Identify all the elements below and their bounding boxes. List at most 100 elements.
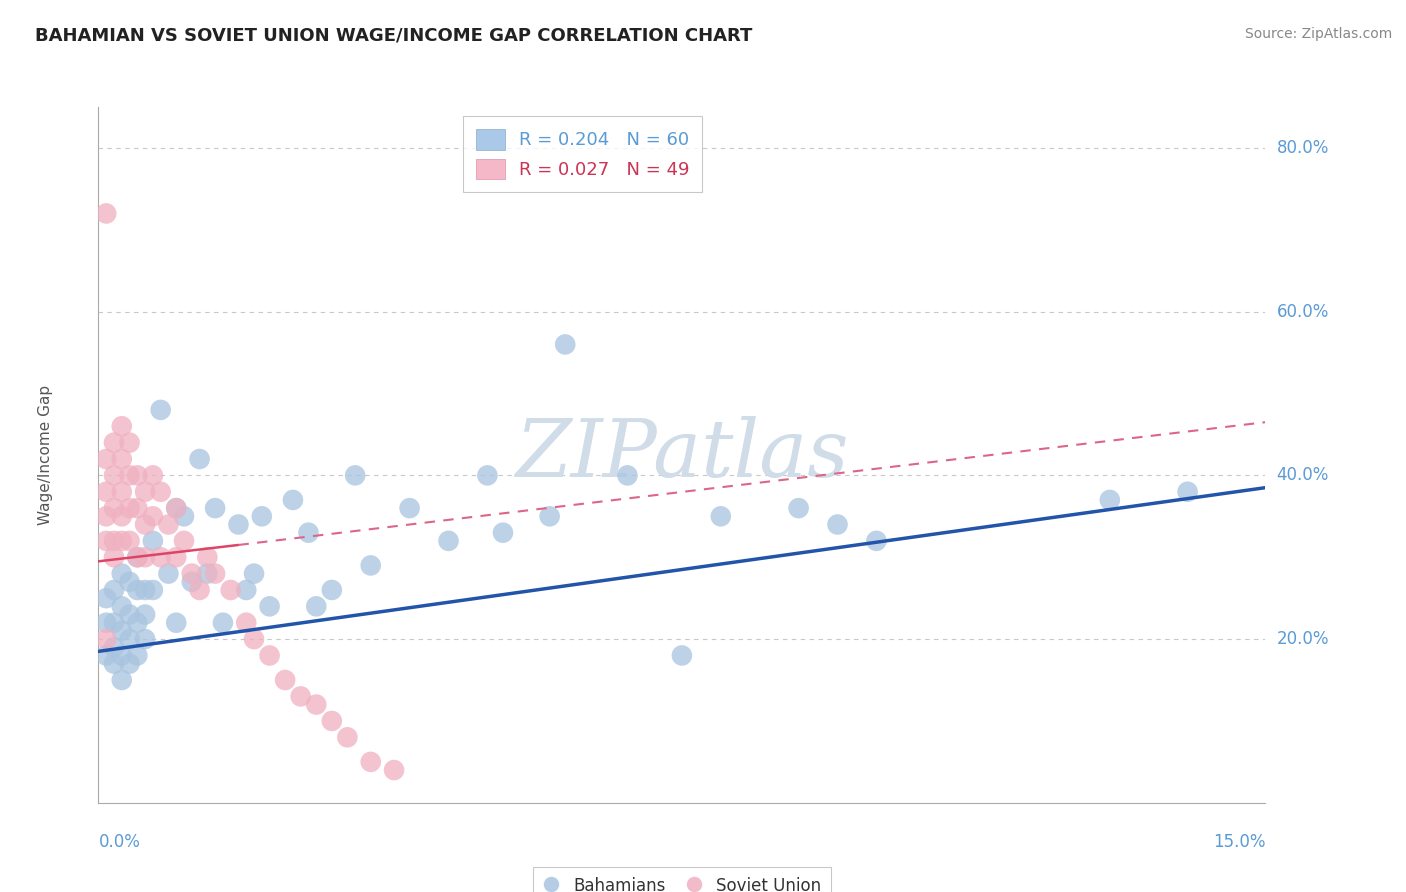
Point	[142, 582, 165, 597]
Point	[118, 657, 141, 671]
Point	[243, 632, 266, 646]
Point	[96, 533, 118, 548]
Legend: Bahamians, Soviet Union: Bahamians, Soviet Union	[533, 867, 831, 892]
Point	[188, 452, 211, 467]
Point	[111, 648, 134, 663]
Text: 80.0%: 80.0%	[1277, 139, 1329, 157]
Text: Wage/Income Gap: Wage/Income Gap	[38, 384, 53, 525]
Point	[336, 731, 359, 745]
Point	[103, 657, 125, 671]
Point	[1177, 484, 1199, 499]
Point	[165, 615, 187, 630]
Point	[180, 566, 202, 581]
Point	[103, 615, 125, 630]
Point	[297, 525, 319, 540]
Point	[250, 509, 273, 524]
Text: 20.0%: 20.0%	[1277, 630, 1329, 648]
Point	[173, 509, 195, 524]
Point	[382, 763, 405, 777]
Point	[111, 419, 134, 434]
Point	[165, 550, 187, 565]
Point	[228, 517, 250, 532]
Point	[103, 640, 125, 655]
Point	[710, 509, 733, 524]
Point	[96, 484, 118, 499]
Point	[118, 468, 141, 483]
Point	[103, 533, 125, 548]
Point	[134, 550, 156, 565]
Point	[165, 501, 187, 516]
Point	[127, 648, 149, 663]
Point	[321, 714, 343, 728]
Point	[118, 501, 141, 516]
Point	[111, 624, 134, 638]
Point	[118, 435, 141, 450]
Point	[305, 698, 328, 712]
Point	[134, 607, 156, 622]
Point	[204, 501, 226, 516]
Point	[787, 501, 810, 516]
Point	[212, 615, 235, 630]
Point	[398, 501, 420, 516]
Point	[195, 566, 218, 581]
Point	[1098, 492, 1121, 507]
Point	[134, 582, 156, 597]
Point	[96, 509, 118, 524]
Point	[865, 533, 887, 548]
Point	[305, 599, 328, 614]
Point	[103, 468, 125, 483]
Point	[554, 337, 576, 351]
Point	[142, 468, 165, 483]
Text: 40.0%: 40.0%	[1277, 467, 1329, 484]
Text: 15.0%: 15.0%	[1213, 833, 1265, 851]
Point	[142, 533, 165, 548]
Point	[96, 632, 118, 646]
Point	[235, 615, 257, 630]
Point	[219, 582, 242, 597]
Point	[827, 517, 849, 532]
Point	[195, 550, 218, 565]
Point	[538, 509, 561, 524]
Text: Source: ZipAtlas.com: Source: ZipAtlas.com	[1244, 27, 1392, 41]
Point	[103, 435, 125, 450]
Point	[111, 533, 134, 548]
Point	[149, 550, 172, 565]
Point	[259, 648, 281, 663]
Point	[127, 582, 149, 597]
Point	[127, 468, 149, 483]
Point	[259, 599, 281, 614]
Point	[149, 484, 172, 499]
Point	[111, 673, 134, 687]
Point	[360, 558, 382, 573]
Point	[127, 550, 149, 565]
Point	[165, 501, 187, 516]
Point	[188, 582, 211, 597]
Point	[142, 509, 165, 524]
Point	[111, 566, 134, 581]
Text: 60.0%: 60.0%	[1277, 302, 1329, 321]
Point	[111, 484, 134, 499]
Point	[96, 648, 118, 663]
Point	[671, 648, 693, 663]
Point	[111, 452, 134, 467]
Point	[96, 591, 118, 606]
Point	[118, 533, 141, 548]
Point	[157, 566, 180, 581]
Point	[173, 533, 195, 548]
Text: 0.0%: 0.0%	[98, 833, 141, 851]
Point	[134, 632, 156, 646]
Point	[118, 607, 141, 622]
Point	[96, 452, 118, 467]
Text: ZIPatlas: ZIPatlas	[515, 417, 849, 493]
Point	[204, 566, 226, 581]
Point	[96, 206, 118, 220]
Point	[118, 574, 141, 589]
Point	[281, 492, 304, 507]
Text: BAHAMIAN VS SOVIET UNION WAGE/INCOME GAP CORRELATION CHART: BAHAMIAN VS SOVIET UNION WAGE/INCOME GAP…	[35, 27, 752, 45]
Point	[118, 632, 141, 646]
Point	[134, 484, 156, 499]
Point	[111, 509, 134, 524]
Point	[96, 615, 118, 630]
Point	[134, 517, 156, 532]
Point	[103, 582, 125, 597]
